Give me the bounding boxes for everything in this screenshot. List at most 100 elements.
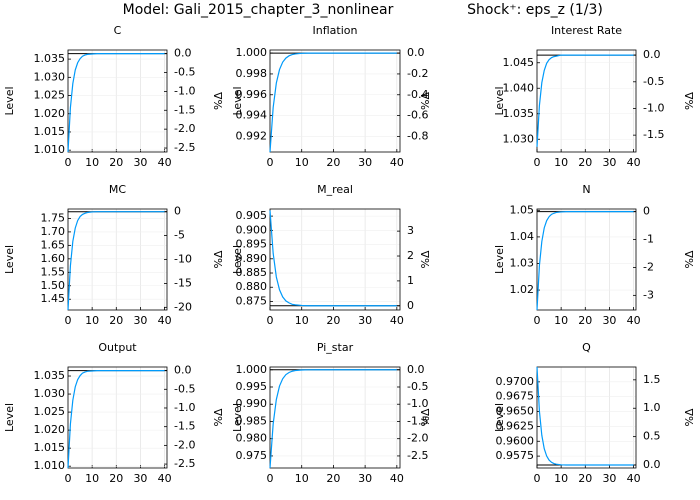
- y2-tick-label: 1.5: [643, 373, 661, 386]
- plot-frame: [536, 366, 637, 469]
- y-tick-label: 1.70: [41, 225, 66, 238]
- y2-tick-label: 0.0: [407, 363, 425, 376]
- y2-axis-label: %Δ: [419, 250, 432, 268]
- y-axis-label: Level: [493, 403, 506, 432]
- y2-tick-label: -15: [174, 276, 192, 289]
- x-tick-label: 20: [109, 156, 123, 169]
- y-tick-label: 1.45: [41, 292, 66, 305]
- x-tick-label: 30: [358, 156, 372, 169]
- y-tick-label: 0.992: [236, 129, 268, 142]
- series-line: [536, 211, 634, 311]
- series-line: [269, 369, 397, 469]
- y2-tick-label: -1.0: [407, 397, 428, 410]
- subplot-title: Interest Rate: [551, 24, 622, 37]
- y2-axis-label: %Δ: [212, 408, 225, 426]
- y-axis-label: Level: [231, 245, 244, 274]
- x-tick-label: 20: [578, 156, 592, 169]
- y-tick-label: 0.975: [236, 449, 268, 462]
- y-tick-label: 0.990: [236, 397, 268, 410]
- y-tick-label: 0.998: [236, 67, 268, 80]
- y-tick-label: 1.030: [503, 132, 535, 145]
- y2-tick-label: -1.0: [174, 84, 195, 97]
- x-tick-label: 10: [554, 156, 568, 169]
- x-tick-label: 0: [267, 314, 274, 327]
- x-tick-label: 10: [85, 472, 99, 485]
- x-tick-label: 40: [158, 314, 172, 327]
- y2-axis-label: %Δ: [419, 92, 432, 110]
- y2-tick-label: -1.5: [174, 103, 195, 116]
- y2-tick-label: -1.5: [407, 414, 428, 427]
- y-axis-label: Level: [493, 245, 506, 274]
- y-tick-label: 1.60: [41, 252, 66, 265]
- subplot-title: Pi_star: [317, 341, 354, 354]
- y2-tick-label: 0.0: [643, 48, 661, 61]
- y-tick-label: 0.9575: [496, 449, 535, 462]
- y2-axis-label: %Δ: [212, 92, 225, 110]
- y2-tick-label: -20: [174, 300, 192, 313]
- x-tick-label: 10: [295, 156, 309, 169]
- x-tick-label: 30: [133, 314, 147, 327]
- y2-tick-label: -1.5: [174, 420, 195, 433]
- y2-tick-label: 0.0: [174, 364, 192, 377]
- y2-tick-label: -1.5: [643, 128, 664, 141]
- series-line: [67, 211, 165, 311]
- x-tick-label: 40: [627, 314, 641, 327]
- y2-tick-label: 0: [407, 299, 414, 312]
- x-tick-label: 40: [627, 472, 641, 485]
- y2-tick-label: 1.0: [643, 401, 661, 414]
- y2-tick-label: -2.5: [174, 457, 195, 470]
- y-tick-label: 1.50: [41, 279, 66, 292]
- y-tick-label: 0.996: [236, 88, 268, 101]
- y-axis-label: Level: [231, 403, 244, 432]
- y2-tick-label: 0.0: [407, 46, 425, 59]
- y-tick-label: 1.000: [236, 46, 268, 59]
- y2-axis-label: %Δ: [683, 250, 696, 268]
- x-tick-label: 40: [390, 314, 404, 327]
- y2-tick-label: -1.0: [174, 401, 195, 414]
- y-tick-label: 0.995: [236, 380, 268, 393]
- y2-tick-label: -2.5: [407, 449, 428, 462]
- plot-frame: [67, 49, 168, 153]
- y-tick-label: 1.03: [510, 256, 535, 269]
- y2-tick-label: -0.5: [643, 75, 664, 88]
- x-tick-label: 30: [133, 472, 147, 485]
- y-axis-label: Level: [231, 86, 244, 115]
- subplot-title: Q: [582, 341, 591, 354]
- y-tick-label: 1.015: [34, 125, 66, 138]
- x-tick-label: 0: [534, 472, 541, 485]
- y2-tick-label: -0.5: [174, 66, 195, 79]
- x-tick-label: 0: [65, 156, 72, 169]
- y-axis-label: Level: [3, 245, 16, 274]
- y-tick-label: 1.025: [34, 405, 66, 418]
- y-tick-label: 1.75: [41, 211, 66, 224]
- x-tick-label: 30: [602, 472, 616, 485]
- y-tick-label: 0.9675: [496, 390, 535, 403]
- y-axis-label: Level: [3, 86, 16, 115]
- x-tick-label: 20: [109, 472, 123, 485]
- y-tick-label: 1.55: [41, 265, 66, 278]
- y-tick-label: 0.980: [236, 432, 268, 445]
- x-tick-label: 0: [267, 472, 274, 485]
- series-line: [67, 53, 165, 153]
- y-tick-label: 0.9700: [496, 375, 535, 388]
- x-tick-label: 30: [358, 314, 372, 327]
- y2-tick-label: -0.5: [407, 380, 428, 393]
- y-tick-label: 1.035: [34, 369, 66, 382]
- x-tick-label: 10: [554, 472, 568, 485]
- y2-tick-label: 0.0: [174, 47, 192, 60]
- y-tick-label: 1.035: [34, 52, 66, 65]
- y-tick-label: 1.040: [503, 81, 535, 94]
- y2-tick-label: -2.0: [407, 432, 428, 445]
- y-tick-label: 0.9650: [496, 405, 535, 418]
- y-tick-label: 1.020: [34, 423, 66, 436]
- x-tick-label: 40: [158, 156, 172, 169]
- y-tick-label: 0.900: [236, 223, 268, 236]
- x-tick-label: 20: [109, 314, 123, 327]
- y-tick-label: 1.035: [503, 107, 535, 120]
- x-tick-label: 40: [158, 472, 172, 485]
- y-tick-label: 1.010: [34, 459, 66, 472]
- x-tick-label: 0: [534, 156, 541, 169]
- y-tick-label: 0.9625: [496, 419, 535, 432]
- y-tick-label: 1.020: [34, 107, 66, 120]
- y2-tick-label: 0: [174, 205, 181, 218]
